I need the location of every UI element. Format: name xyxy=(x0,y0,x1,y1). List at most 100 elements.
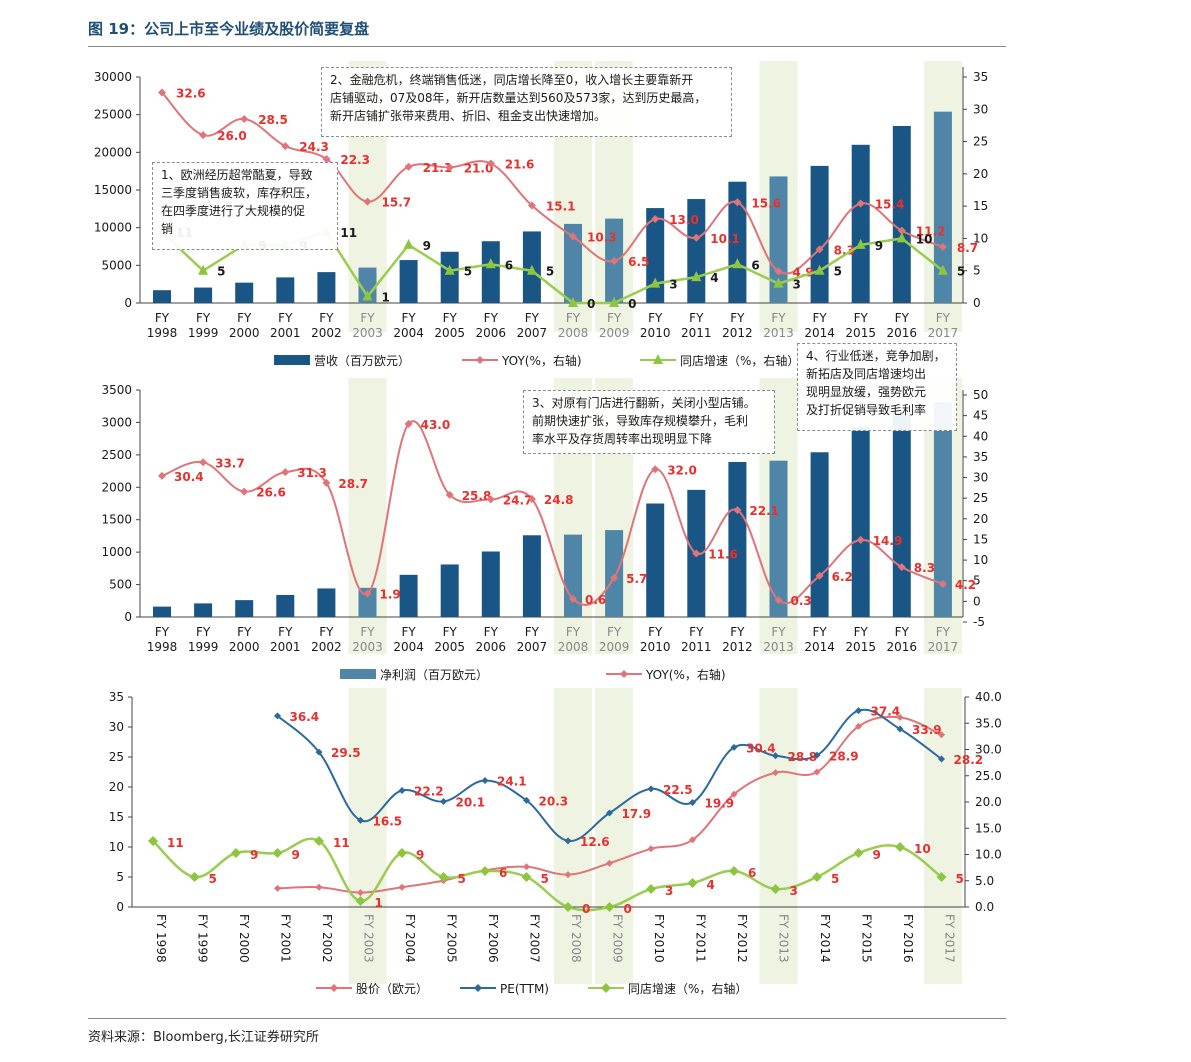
p3-pe-label: 28.8 xyxy=(788,750,818,764)
p1-x-tick: 2012 xyxy=(722,326,753,340)
p1-x-tick: FY xyxy=(525,311,540,325)
p2-x-tick: FY xyxy=(360,625,375,639)
p2-yoy-label: 24.7 xyxy=(503,493,533,507)
p1-yoy-point xyxy=(527,201,536,210)
p1-x-tick: 2002 xyxy=(311,326,342,340)
p2-left-tick: 1000 xyxy=(101,545,132,559)
page-title: 图 19：公司上市至今业绩及股价简要复盘 xyxy=(88,20,370,38)
p2-x-tick: 2016 xyxy=(887,640,918,654)
p3-price-point xyxy=(398,883,406,891)
p1-sss-point xyxy=(650,277,661,288)
p2-yoy-point xyxy=(404,419,413,428)
p1-left-tick: 20000 xyxy=(94,145,132,159)
p1-revenue-bar xyxy=(317,272,336,303)
p1-yoy-label: 6.5 xyxy=(628,255,649,269)
p2-x-tick: 2000 xyxy=(229,640,260,654)
p2-profit-bar xyxy=(399,574,418,617)
p3-pe-label: 22.5 xyxy=(663,783,693,797)
p2-left-tick: 3000 xyxy=(101,415,132,429)
p3-sss-point xyxy=(272,848,283,858)
p2-profit-bar xyxy=(440,564,459,617)
p1-sss-label: 11 xyxy=(340,226,357,240)
p1-sss-point xyxy=(609,297,620,307)
p1-yoy-point xyxy=(569,232,577,241)
p1-yoy-label: 26.0 xyxy=(217,129,247,143)
p1-revenue-bar xyxy=(358,267,377,303)
p3-sss-label: 3 xyxy=(790,884,798,898)
highlight-band-3-2008 xyxy=(554,688,592,984)
p3-sss-label: 4 xyxy=(707,878,715,892)
p1-yoy-label: 8.7 xyxy=(957,241,978,255)
p2-yoy-point xyxy=(692,549,701,558)
p1-x-tick: FY xyxy=(607,311,622,325)
p3-left-tick: 5 xyxy=(116,870,124,884)
p3-sss-label: 5 xyxy=(209,872,217,886)
p1-x-tick: FY xyxy=(936,311,951,325)
p2-profit-bar xyxy=(276,594,295,617)
legend-bar-swatch xyxy=(274,355,310,365)
p1-revenue-bar xyxy=(851,144,870,303)
p2-x-tick: 2006 xyxy=(476,640,507,654)
p3-x-tick: FY 2001 xyxy=(279,914,293,963)
p2-profit-bar xyxy=(481,551,500,617)
p1-x-tick: FY xyxy=(812,311,827,325)
p1-x-tick: 2009 xyxy=(599,326,630,340)
p1-yoy-line xyxy=(161,91,944,275)
p1-x-tick: 2013 xyxy=(763,326,794,340)
p1-sss-label: 10 xyxy=(916,232,933,246)
p1-yoy-point xyxy=(445,163,454,172)
p3-price-point xyxy=(896,713,904,721)
p2-yoy-point xyxy=(281,468,290,477)
p1-legend-revenue: 营收（百万欧元） xyxy=(314,354,410,368)
p1-x-tick: 2011 xyxy=(681,326,712,340)
p3-pe-label: 36.4 xyxy=(290,710,320,724)
p3-pe-label: 20.1 xyxy=(456,795,486,809)
p1-x-tick: FY xyxy=(566,311,581,325)
p1-revenue-bar xyxy=(728,181,747,303)
p2-x-tick: 2013 xyxy=(763,640,794,654)
p1-yoy-label: 8.3 xyxy=(834,243,855,257)
p1-yoy-label: 10.3 xyxy=(587,230,617,244)
p2-x-tick: FY xyxy=(648,625,663,639)
p2-x-tick: FY xyxy=(566,625,581,639)
p2-profit-bar xyxy=(810,452,829,617)
p1-yoy-label: 22.3 xyxy=(340,153,370,167)
p1-yoy-point xyxy=(856,199,865,208)
p1-x-tick: FY xyxy=(155,311,170,325)
p3-x-tick: FY 1998 xyxy=(154,914,168,963)
p3-pe-label: 28.2 xyxy=(954,753,984,767)
p2-x-tick: FY xyxy=(484,625,499,639)
p1-x-tick: 2004 xyxy=(393,326,424,340)
p2-profit-bar xyxy=(522,535,541,617)
top-divider xyxy=(88,46,1006,47)
p1-yoy-label: 13.0 xyxy=(669,213,699,227)
p2-x-tick: FY xyxy=(196,625,211,639)
p1-yoy-point xyxy=(158,88,166,97)
p3-sss-point xyxy=(189,872,200,882)
p1-yoy-label: 15.1 xyxy=(546,199,576,213)
p3-x-tick: FY 2006 xyxy=(486,914,500,963)
p3-right-tick: 30.0 xyxy=(975,743,1002,757)
p1-yoy-point xyxy=(363,197,372,206)
p2-yoy-point xyxy=(569,594,577,603)
p2-yoy-point xyxy=(856,535,865,544)
p3-sss-label: 6 xyxy=(499,866,507,880)
p1-sss-label: 5 xyxy=(834,265,842,279)
p1-x-tick: FY xyxy=(895,311,910,325)
p3-sss-label: 3 xyxy=(665,884,673,898)
p2-legend-yoy: YOY(%，右轴) xyxy=(645,667,726,682)
p1-yoy-point xyxy=(815,245,824,254)
p3-pe-point xyxy=(398,786,406,794)
p3-pe-point xyxy=(357,816,364,824)
p2-yoy-point xyxy=(651,465,660,474)
p3-x-tick: FY 2011 xyxy=(694,914,708,963)
p1-left-tick: 25000 xyxy=(94,108,132,122)
p3-pe-label: 29.5 xyxy=(331,746,361,760)
p1-x-tick: FY xyxy=(771,311,786,325)
p1-yoy-point xyxy=(322,155,331,164)
p1-sss-point xyxy=(773,277,784,288)
p2-left-tick: 1500 xyxy=(101,513,132,527)
p3-pe-label: 33.9 xyxy=(912,723,942,737)
p1-x-tick: 2008 xyxy=(558,326,589,340)
p3-pe-label: 30.4 xyxy=(746,741,776,755)
